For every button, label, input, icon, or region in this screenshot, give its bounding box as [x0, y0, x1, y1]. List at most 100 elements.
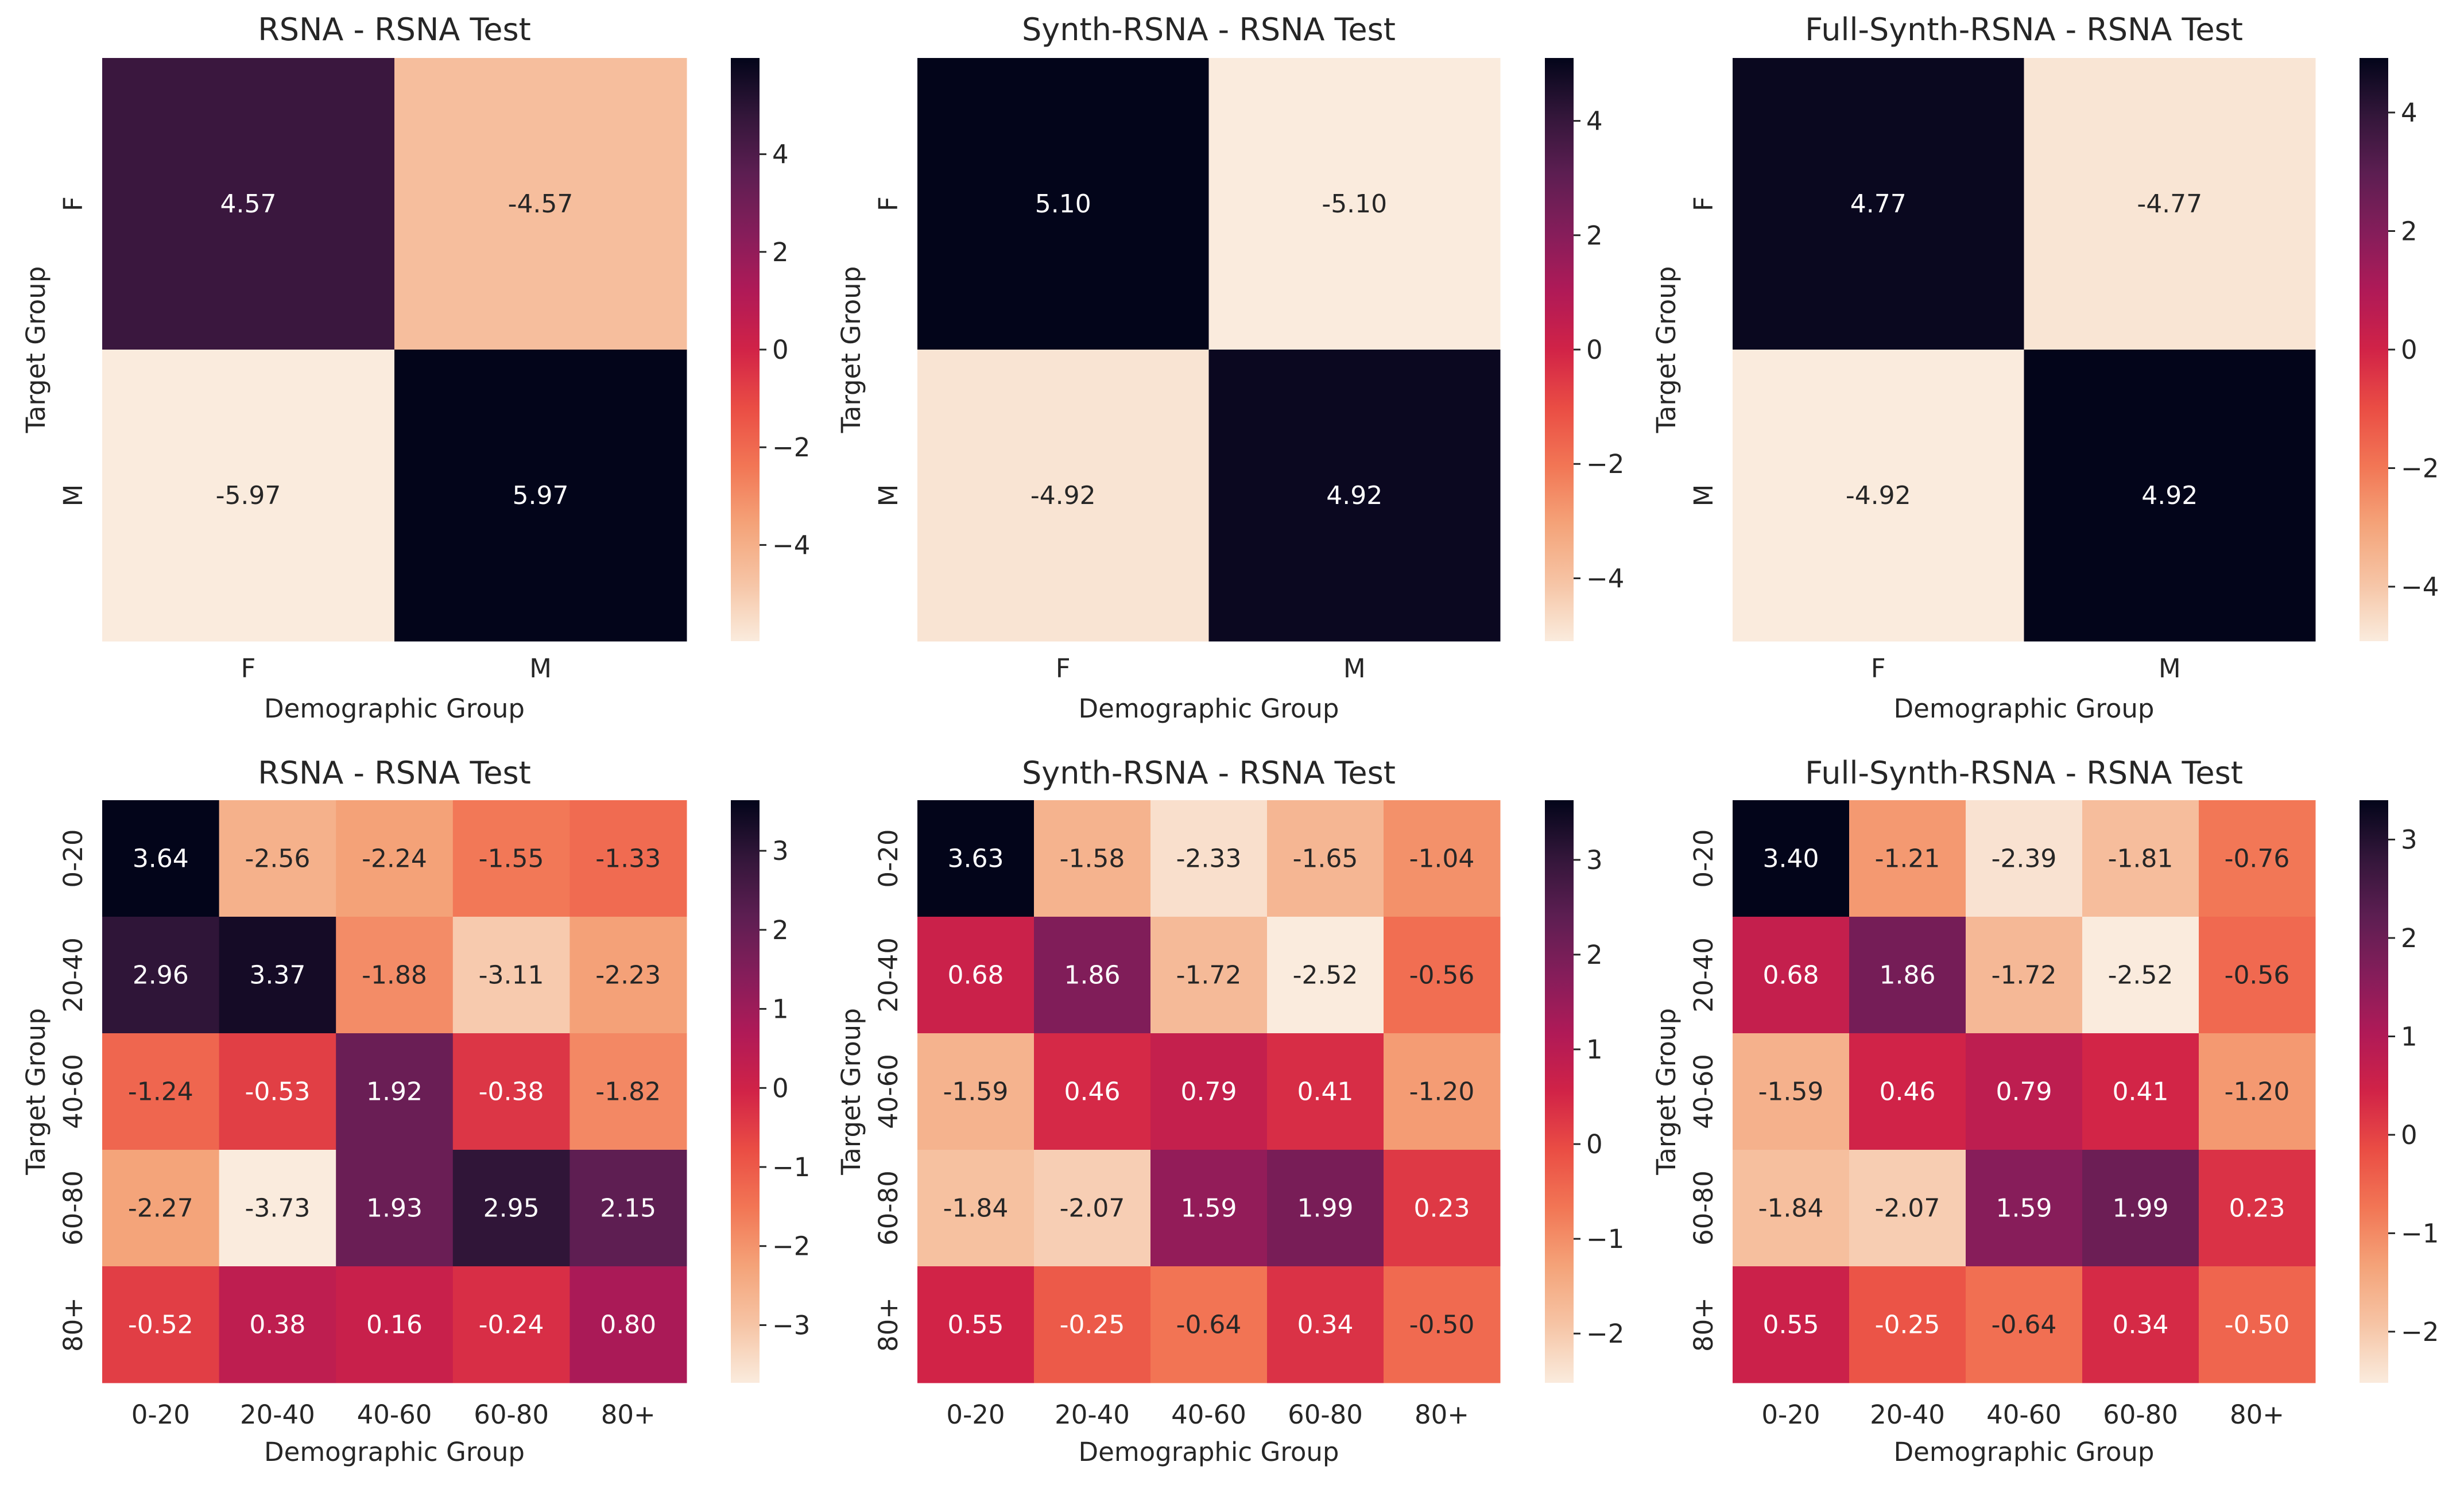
x-tick-label: 80+ — [601, 1399, 656, 1430]
heatmap-cell — [1733, 1033, 1850, 1150]
cell-value-label: -1.72 — [1176, 961, 1242, 990]
cell-value-label: 0.79 — [1181, 1077, 1237, 1107]
y-tick-label: 40-60 — [873, 1054, 904, 1129]
heatmap-cell — [102, 800, 220, 917]
heatmap-cell — [336, 917, 454, 1034]
heatmap-cell — [219, 917, 336, 1034]
heatmap-cell — [219, 1150, 336, 1267]
heatmap-cell — [452, 917, 570, 1034]
heatmap-cell — [219, 1266, 336, 1383]
cell-value-label: 0.68 — [948, 961, 1004, 990]
x-tick-label: 20-40 — [1870, 1399, 1945, 1430]
x-tick-label: M — [1343, 653, 1366, 684]
heatmap-cell — [569, 800, 687, 917]
heatmap-cell — [1267, 1033, 1384, 1150]
heatmap-cell — [2199, 1033, 2316, 1150]
cell-value-label: 1.93 — [366, 1194, 423, 1223]
y-tick-label: 60-80 — [1688, 1170, 1719, 1246]
y-tick-label: 0-20 — [58, 829, 88, 887]
heatmap-cell — [2199, 1266, 2316, 1383]
cell-value-label: 4.92 — [1326, 481, 1382, 510]
x-tick-label: 0-20 — [131, 1399, 190, 1430]
cell-value-label: -4.92 — [1030, 481, 1096, 510]
heatmap-cell — [1733, 1266, 1850, 1383]
x-tick-label: 60-80 — [1288, 1399, 1363, 1430]
cell-value-label: -0.50 — [2225, 1310, 2290, 1340]
cell-value-label: 1.86 — [1880, 961, 1936, 990]
y-tick-label: 40-60 — [58, 1054, 88, 1129]
y-tick-label: M — [1688, 484, 1719, 507]
heatmap-cell — [1384, 1033, 1501, 1150]
colorbar-tick-label: 1 — [1586, 1034, 1603, 1065]
cell-value-label: -1.65 — [1293, 844, 1358, 874]
cell-value-label: 1.92 — [366, 1077, 423, 1107]
colorbar — [731, 800, 760, 1383]
cell-value-label: 4.77 — [1850, 189, 1907, 219]
cell-value-label: 1.86 — [1064, 961, 1121, 990]
heatmap-cell — [1849, 1033, 1966, 1150]
cell-value-label: -2.33 — [1176, 844, 1242, 874]
cell-value-label: -5.97 — [216, 481, 281, 510]
y-tick-label: 0-20 — [873, 829, 904, 887]
heatmap-cell — [102, 917, 220, 1034]
colorbar-tick-label: −3 — [772, 1310, 810, 1340]
heatmap-cell — [2082, 1150, 2199, 1267]
heatmap-cell — [917, 1033, 1035, 1150]
heatmap-cell — [336, 800, 454, 917]
heatmap-cell — [2082, 1033, 2199, 1150]
y-tick-label: 80+ — [58, 1297, 88, 1352]
cell-value-label: -1.88 — [362, 961, 427, 990]
chart-title: Full-Synth-RSNA - RSNA Test — [1805, 11, 2243, 48]
cell-value-label: 0.34 — [2113, 1310, 2169, 1340]
cell-value-label: 0.46 — [1880, 1077, 1936, 1107]
cell-value-label: 0.23 — [2229, 1194, 2285, 1223]
heatmap-cell — [1267, 1266, 1384, 1383]
colorbar — [2360, 58, 2388, 641]
y-tick-label: F — [873, 196, 904, 211]
cell-value-label: -2.07 — [1875, 1194, 1940, 1223]
cell-value-label: 0.16 — [366, 1310, 423, 1340]
y-tick-label: 80+ — [873, 1297, 904, 1352]
x-tick-label: M — [2159, 653, 2181, 684]
heatmap-cell — [336, 1266, 454, 1383]
heatmap-cell — [1208, 350, 1501, 642]
heatmap-cell — [569, 1033, 687, 1150]
cell-value-label: -1.58 — [1060, 844, 1125, 874]
heatmap-cell — [102, 350, 395, 642]
x-tick-label: 60-80 — [474, 1399, 549, 1430]
x-tick-label: 0-20 — [946, 1399, 1005, 1430]
heatmap-cell — [219, 800, 336, 917]
heatmap-cell — [102, 1033, 220, 1150]
cell-value-label: 2.15 — [600, 1194, 656, 1223]
y-axis-label: Target Group — [21, 1008, 51, 1176]
colorbar-tick-label: 3 — [2401, 825, 2417, 855]
heatmap-cell — [1733, 917, 1850, 1034]
x-tick-label: F — [1871, 653, 1886, 684]
cell-value-label: -0.24 — [479, 1310, 544, 1340]
y-axis-label: Target Group — [21, 266, 51, 434]
cell-value-label: 5.97 — [513, 481, 569, 510]
heatmap-cell — [1208, 58, 1501, 350]
x-axis-label: Demographic Group — [1894, 693, 2155, 724]
heatmap-cell — [2199, 917, 2316, 1034]
y-tick-label: F — [1688, 196, 1719, 211]
colorbar-tick-label: 2 — [772, 915, 789, 945]
heatmap-cell — [917, 350, 1209, 642]
x-tick-label: 60-80 — [2103, 1399, 2178, 1430]
heatmap-cell — [917, 917, 1035, 1034]
cell-value-label: -1.84 — [1758, 1194, 1824, 1223]
cell-value-label: 0.41 — [2113, 1077, 2169, 1107]
x-axis-label: Demographic Group — [1079, 1437, 1339, 1467]
heatmap-cell — [569, 1150, 687, 1267]
x-tick-label: 0-20 — [1761, 1399, 1820, 1430]
heatmap-cell — [917, 800, 1035, 917]
colorbar-tick-label: 3 — [772, 836, 789, 866]
x-tick-label: 20-40 — [1055, 1399, 1130, 1430]
heatmap-cell — [917, 1266, 1035, 1383]
colorbar — [2360, 800, 2388, 1383]
colorbar-tick-label: 4 — [1586, 106, 1603, 137]
cell-value-label: -4.57 — [508, 189, 574, 219]
colorbar — [1545, 800, 1574, 1383]
